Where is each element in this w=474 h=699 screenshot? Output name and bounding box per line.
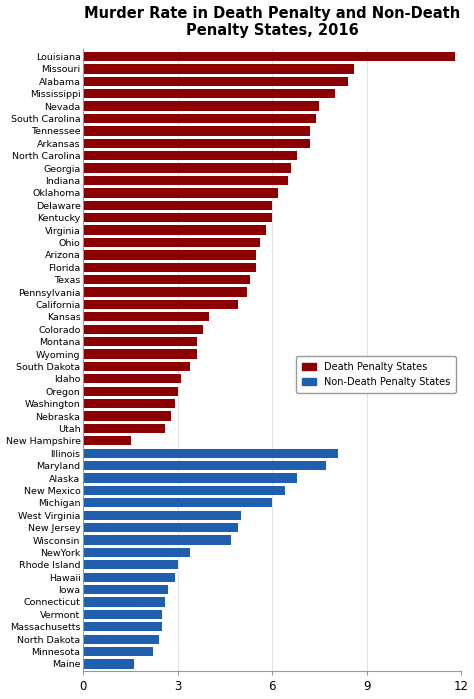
Bar: [83, 138, 310, 148]
Bar: [83, 598, 165, 607]
Bar: [83, 324, 203, 334]
Bar: [83, 498, 272, 507]
Title: Murder Rate in Death Penalty and Non-Death
Penalty States, 2016: Murder Rate in Death Penalty and Non-Dea…: [84, 6, 460, 38]
Bar: [83, 387, 178, 396]
Bar: [83, 213, 272, 222]
Bar: [83, 572, 174, 582]
Bar: [83, 287, 247, 296]
Bar: [83, 548, 191, 557]
Bar: [83, 374, 181, 384]
Bar: [83, 89, 335, 99]
Bar: [83, 659, 134, 669]
Bar: [83, 560, 178, 570]
Bar: [83, 250, 256, 259]
Bar: [83, 238, 260, 247]
Bar: [83, 188, 278, 198]
Bar: [83, 424, 165, 433]
Bar: [83, 300, 237, 309]
Bar: [83, 486, 285, 495]
Bar: [83, 114, 316, 123]
Bar: [83, 610, 162, 619]
Bar: [83, 52, 455, 61]
Bar: [83, 412, 172, 421]
Bar: [83, 449, 338, 458]
Bar: [83, 176, 288, 185]
Bar: [83, 312, 209, 322]
Bar: [83, 263, 256, 272]
Bar: [83, 535, 231, 545]
Bar: [83, 362, 191, 371]
Bar: [83, 461, 326, 470]
Bar: [83, 399, 174, 408]
Bar: [83, 473, 297, 483]
Bar: [83, 164, 291, 173]
Bar: [83, 225, 266, 235]
Bar: [83, 275, 250, 284]
Bar: [83, 647, 153, 656]
Bar: [83, 635, 159, 644]
Bar: [83, 523, 237, 532]
Bar: [83, 201, 272, 210]
Bar: [83, 337, 197, 346]
Bar: [83, 622, 162, 631]
Bar: [83, 64, 354, 73]
Bar: [83, 585, 168, 594]
Bar: [83, 127, 310, 136]
Legend: Death Penalty States, Non-Death Penalty States: Death Penalty States, Non-Death Penalty …: [296, 356, 456, 393]
Bar: [83, 350, 197, 359]
Bar: [83, 510, 241, 520]
Bar: [83, 101, 319, 110]
Bar: [83, 151, 297, 160]
Bar: [83, 77, 347, 86]
Bar: [83, 436, 130, 445]
